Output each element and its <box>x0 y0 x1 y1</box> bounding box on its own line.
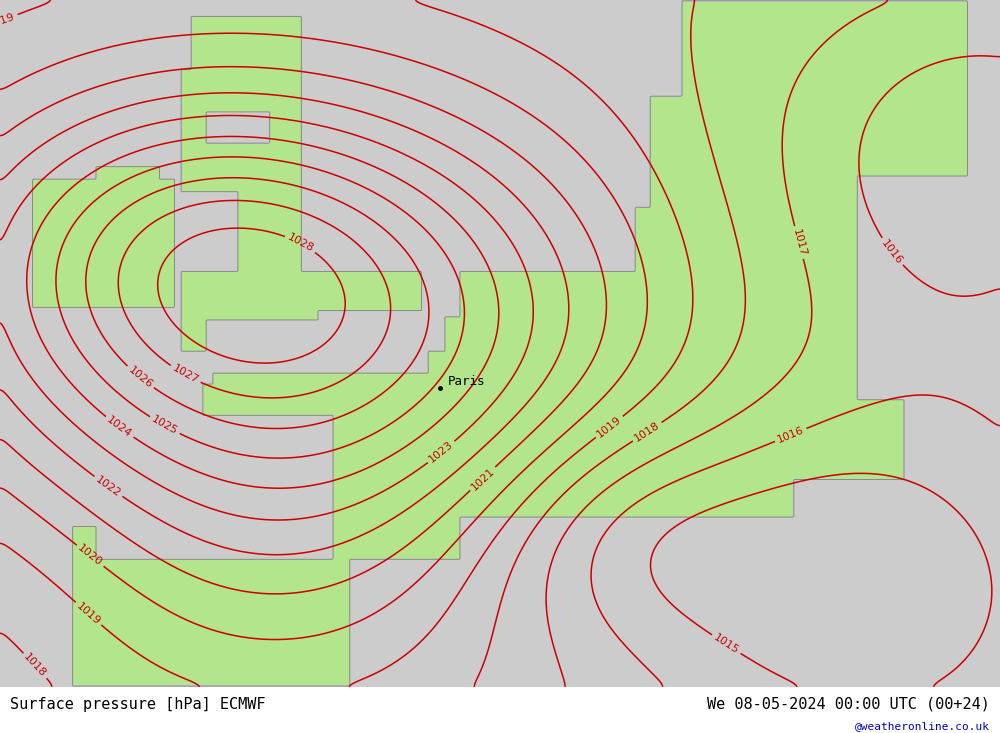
Text: Surface pressure [hPa] ECMWF: Surface pressure [hPa] ECMWF <box>10 697 266 712</box>
Text: 1023: 1023 <box>427 440 455 465</box>
Text: 1025: 1025 <box>150 414 179 437</box>
Text: @weatheronline.co.uk: @weatheronline.co.uk <box>855 721 990 731</box>
Text: 1026: 1026 <box>126 364 154 390</box>
Text: 1020: 1020 <box>76 543 104 568</box>
Text: Paris: Paris <box>448 375 485 388</box>
Text: 1016: 1016 <box>879 237 904 266</box>
Text: 1028: 1028 <box>286 232 315 254</box>
Text: 1024: 1024 <box>105 415 134 440</box>
Text: 1016: 1016 <box>776 425 806 445</box>
Text: 1019: 1019 <box>595 414 624 440</box>
Text: 1015: 1015 <box>712 633 741 656</box>
Text: 1019: 1019 <box>75 600 102 627</box>
Text: 1022: 1022 <box>94 474 123 499</box>
Text: 1018: 1018 <box>22 652 48 679</box>
Text: 1027: 1027 <box>171 364 200 386</box>
Text: 1019: 1019 <box>0 11 17 29</box>
Text: We 08-05-2024 00:00 UTC (00+24): We 08-05-2024 00:00 UTC (00+24) <box>707 697 990 712</box>
Text: 1021: 1021 <box>469 465 496 492</box>
Text: 1018: 1018 <box>633 420 662 443</box>
Text: 1017: 1017 <box>791 228 807 257</box>
